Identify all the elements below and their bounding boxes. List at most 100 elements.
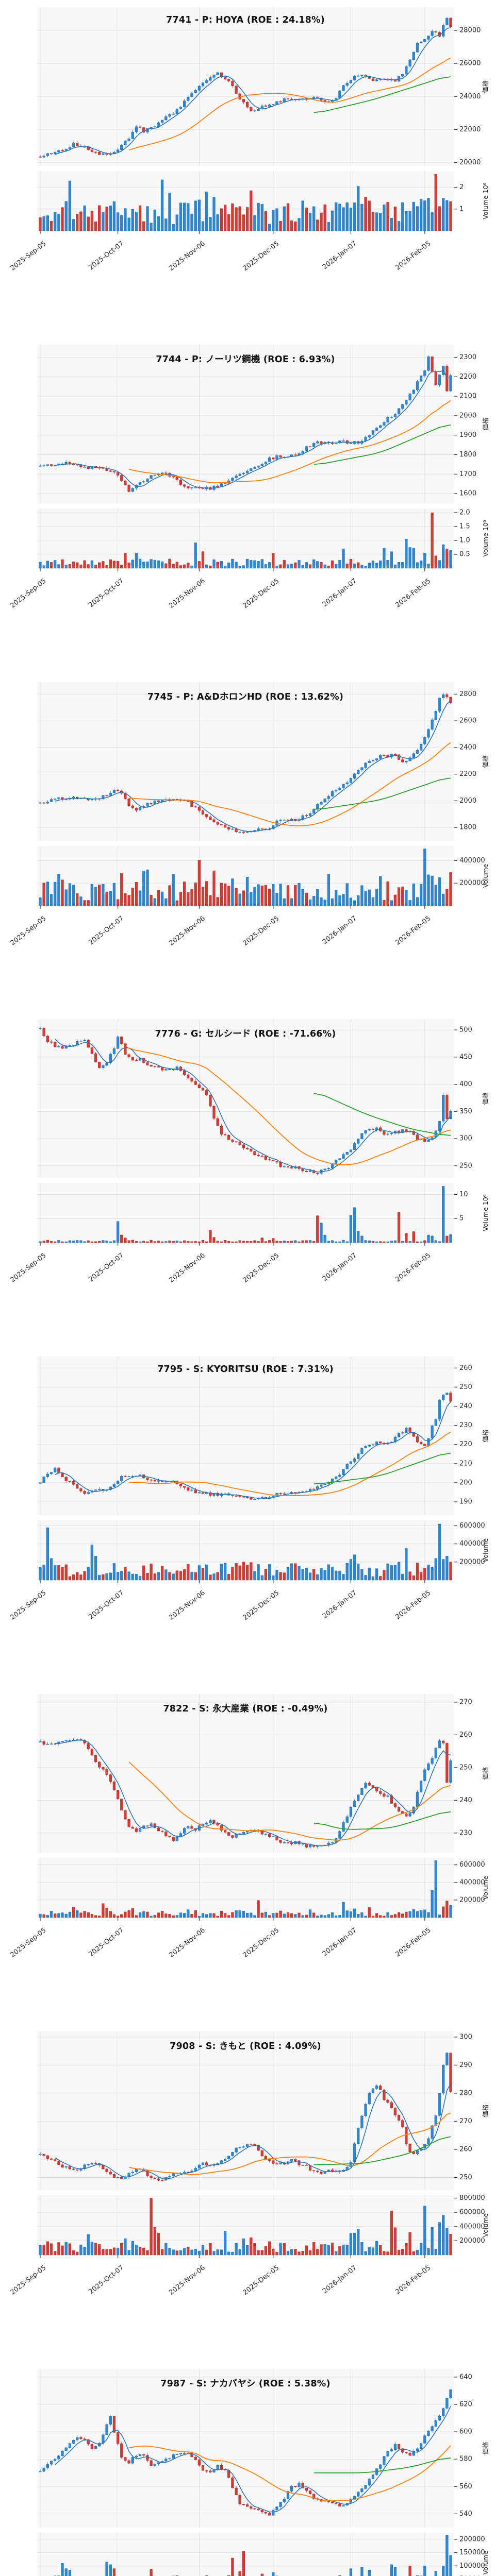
volume-bars-up [39, 1523, 449, 1581]
price-tick-label: 540 [459, 2510, 472, 2518]
volume-tick-label: 400000 [459, 2223, 485, 2230]
volume-tick-label: 100000 [459, 2562, 485, 2570]
ma-line-short [55, 2083, 451, 2179]
ma-line-long [314, 424, 451, 465]
date-tick-label: 2026-Feb-05 [394, 1252, 432, 1284]
axis-ticks [40, 357, 457, 571]
price-tick-label: 260 [459, 1731, 472, 1739]
price-tick-label: 22000 [459, 126, 481, 133]
price-tick-label: 260 [459, 1364, 472, 1372]
volume-bars-up [39, 538, 452, 569]
price-tick-label: 560 [459, 2482, 472, 2490]
date-tick-label: 2026-Jan-07 [321, 1589, 358, 1621]
volume-tick-label: 2 [459, 183, 464, 191]
price-tick-label: 1600 [459, 489, 476, 497]
date-tick-label: 2025-Nov-06 [168, 1252, 206, 1285]
date-tick-label: 2025-Nov-06 [168, 577, 206, 610]
gridlines [37, 344, 454, 568]
volume-bars-down [42, 2198, 452, 2256]
ma-line-long [314, 777, 451, 810]
date-tick-label: 2026-Jan-07 [321, 240, 358, 271]
price-plot-area [37, 2368, 454, 2528]
date-tick-label: 2025-Sep-05 [9, 577, 47, 609]
volume-axis-label: Volume [482, 863, 489, 888]
price-tick-label: 270 [459, 1698, 472, 1706]
ma-line-mid [128, 400, 451, 483]
price-tick-label: 500 [459, 1026, 472, 1034]
ma-line-mid [128, 1047, 451, 1165]
price-tick-label: 620 [459, 2400, 472, 2408]
price-tick-label: 600 [459, 2428, 472, 2435]
ma-line-short [55, 370, 451, 489]
volume-bars-down [42, 1900, 449, 1918]
price-tick-label: 230 [459, 1421, 472, 1429]
date-tick-label: 2025-Nov-06 [168, 2264, 206, 2297]
volume-bars-down [50, 512, 449, 569]
volume-tick-label: 50000 [459, 2575, 481, 2576]
price-axis-label: 価格 [482, 2104, 489, 2117]
price-plot-area [37, 2031, 454, 2190]
date-tick-label: 2026-Feb-05 [394, 577, 432, 609]
price-axis-label: 価格 [482, 755, 489, 768]
volume-tick-label: 600000 [459, 1861, 485, 1869]
price-tick-label: 230 [459, 1829, 472, 1837]
axis-ticks [40, 1702, 457, 1921]
date-tick-label: 2026-Feb-05 [394, 240, 432, 272]
volume-plot-area [37, 2195, 454, 2255]
ma-line-mid [129, 742, 451, 826]
price-tick-label: 2300 [459, 353, 476, 361]
ma-line-mid [128, 2445, 451, 2501]
ma-line-short [55, 27, 451, 155]
price-axis-label: 価格 [482, 1092, 489, 1105]
volume-tick-label: 600000 [459, 1522, 485, 1530]
stock-chart-panel: 7987 - S: ナカバヤシ (ROE : 5.38%) 540 560 580 6… [0, 2362, 495, 2576]
price-tick-label: 20000 [459, 159, 481, 166]
volume-tick-label: 10 [459, 1191, 468, 1198]
axis-ticks [40, 2037, 457, 2258]
price-tick-label: 1800 [459, 823, 476, 831]
ma-line-long [314, 1452, 451, 1485]
axis-ticks [40, 1367, 457, 1584]
date-tick-label: 2026-Jan-07 [321, 577, 358, 608]
volume-axis-label: Volume 10⁶ [482, 182, 489, 219]
price-tick-label: 2100 [459, 392, 476, 400]
date-tick-label: 2025-Sep-05 [9, 914, 47, 947]
date-tick-label: 2025-Oct-07 [87, 1926, 125, 1958]
volume-bars-up [39, 2206, 449, 2256]
price-tick-label: 450 [459, 1054, 472, 1061]
price-tick-label: 2200 [459, 770, 476, 778]
ma-line-long [314, 1093, 451, 1137]
date-tick-label: 2026-Jan-07 [321, 914, 358, 946]
gridlines [37, 1019, 454, 1243]
date-tick-label: 2025-Nov-06 [168, 1589, 206, 1622]
date-tick-label: 2025-Dec-05 [242, 914, 281, 947]
price-plot-area [37, 1357, 454, 1516]
stock-chart-panel: 7745 - P: A&DホロンHD (ROE : 13.62%) 1800 20… [0, 675, 495, 1012]
price-axis-label: 価格 [482, 2442, 489, 2455]
price-tick-label: 270 [459, 2117, 472, 2125]
price-tick-label: 290 [459, 2061, 472, 2069]
volume-tick-label: 200000 [459, 2535, 485, 2543]
date-tick-label: 2026-Jan-07 [321, 2264, 358, 2295]
date-tick-label: 2025-Sep-05 [9, 1589, 47, 1622]
ma-line-long [314, 76, 451, 113]
date-tick-label: 2025-Sep-05 [9, 1252, 47, 1284]
volume-axis-label: Volume [482, 1538, 489, 1563]
price-axis-label: 価格 [482, 1767, 489, 1780]
price-tick-label: 1900 [459, 431, 476, 439]
price-tick-label: 24000 [459, 93, 481, 100]
stock-chart-panel: 7776 - G: セルシード (ROE : -71.66%) 250 300 35… [0, 1012, 495, 1349]
volume-axis-label: Volume [482, 2550, 489, 2574]
volume-bars-up [42, 179, 449, 231]
volume-plot-area [37, 1183, 454, 1243]
volume-bars-up [39, 848, 445, 906]
axis-ticks [40, 1029, 457, 1246]
date-tick-label: 2025-Oct-07 [87, 577, 125, 609]
chart-canvas: 1800 2000 2200 2400 2600 2800 200000 400000 2025… [9, 682, 489, 947]
ma-line-long [314, 2136, 451, 2165]
date-tick-label: 2025-Sep-05 [9, 1926, 47, 1959]
price-tick-label: 2200 [459, 373, 476, 381]
volume-tick-label: 0.5 [459, 550, 470, 558]
price-tick-label: 250 [459, 1383, 472, 1391]
